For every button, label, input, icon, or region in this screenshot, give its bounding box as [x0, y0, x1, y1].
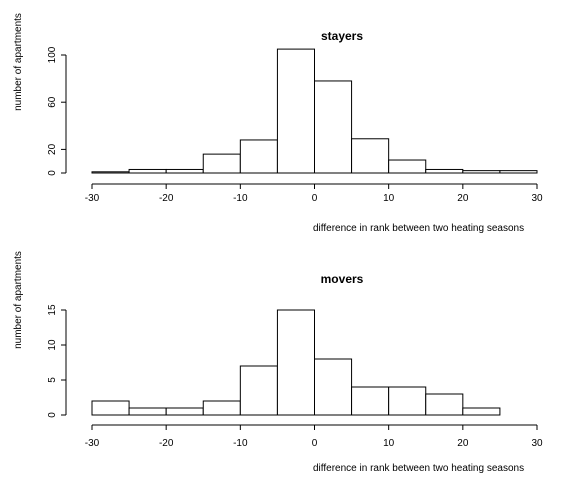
histogram-bar: [202, 400, 241, 416]
x-tick-label: 20: [457, 193, 469, 204]
chart-title: movers: [321, 272, 364, 286]
x-tick-label: -20: [159, 438, 174, 449]
y-tick-label: 60: [47, 96, 58, 108]
x-tick-label: 10: [383, 438, 395, 449]
x-axis: -30 -20 -10 0 10 20 30: [85, 183, 543, 204]
x-tick-label: 30: [531, 438, 543, 449]
histogram-bar: [165, 407, 204, 416]
histogram-bar: [276, 48, 316, 174]
x-tick-label: -30: [85, 438, 100, 449]
y-tick-label: 10: [47, 339, 58, 351]
histogram-bar: [314, 80, 353, 174]
histogram-bar: [165, 168, 204, 174]
histogram-bar: [388, 159, 427, 174]
histogram-bar: [239, 365, 278, 416]
histogram-bar: [425, 168, 464, 174]
histogram-bar: [276, 309, 316, 416]
movers-histogram: movers number of apartments difference i…: [13, 251, 543, 474]
bars: [91, 309, 501, 416]
bars: [91, 48, 538, 174]
y-tick-label: 15: [47, 304, 58, 316]
x-tick-label: 0: [312, 193, 318, 204]
x-tick-label: -10: [233, 193, 248, 204]
y-axis-label: number of apartments: [13, 251, 24, 349]
x-tick-label: -30: [85, 193, 100, 204]
y-tick-label: 5: [47, 377, 58, 383]
histogram-bar: [351, 386, 390, 416]
y-tick-label: 100: [47, 46, 58, 63]
x-axis-label: difference in rank between two heating s…: [313, 463, 524, 474]
histogram-bar: [314, 358, 353, 416]
histogram-bar: [462, 407, 501, 416]
histogram-bar: [388, 386, 427, 416]
x-tick-label: 30: [531, 193, 543, 204]
stayers-histogram: stayers number of apartments difference …: [13, 13, 543, 234]
x-tick-label: -20: [159, 193, 174, 204]
histogram-bar: [202, 153, 241, 174]
y-axis: 0 20 60 100: [47, 46, 67, 176]
histogram-bar: [425, 393, 464, 416]
y-axis: 0 5 10 15: [47, 304, 67, 418]
x-tick-label: 0: [312, 438, 318, 449]
x-tick-label: 10: [383, 193, 395, 204]
histogram-bar: [462, 170, 501, 174]
x-axis-label: difference in rank between two heating s…: [313, 223, 524, 234]
x-tick-label: 20: [457, 438, 469, 449]
histogram-bar: [239, 139, 278, 174]
histogram-bar: [499, 170, 538, 174]
histogram-bar: [91, 400, 130, 416]
y-tick-label: 0: [47, 412, 58, 418]
x-tick-label: -10: [233, 438, 248, 449]
x-axis: -30 -20 -10 0 10 20 30: [85, 424, 543, 449]
histogram-bar: [128, 168, 167, 174]
y-axis-label: number of apartments: [13, 13, 24, 111]
y-tick-label: 0: [47, 170, 58, 176]
chart-title: stayers: [321, 29, 363, 43]
histogram-bar: [91, 171, 130, 174]
histogram-bar: [351, 138, 390, 174]
y-tick-label: 20: [47, 143, 58, 155]
histogram-bar: [128, 407, 167, 416]
